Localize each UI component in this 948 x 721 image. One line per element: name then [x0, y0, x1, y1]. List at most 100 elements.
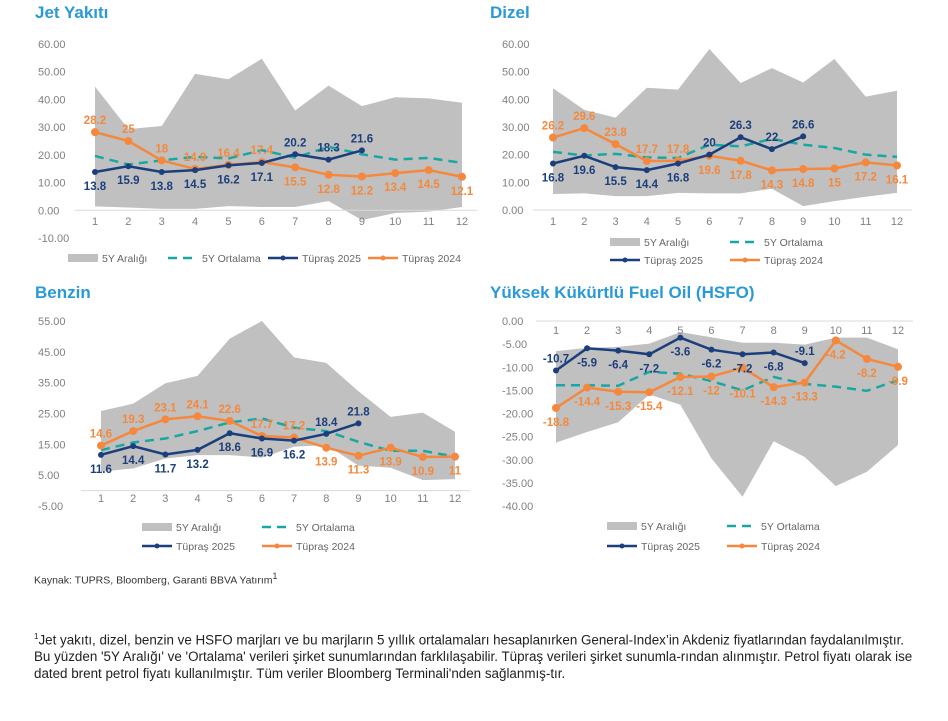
- c1-x-tick-label: 2: [581, 216, 587, 228]
- c1-series-0-point: [612, 164, 619, 171]
- c2-series-0-point: [98, 451, 104, 458]
- c3-x-tick-label: 7: [739, 325, 745, 337]
- c2-legend-range-swatch: [142, 523, 172, 531]
- c0-series-0-data-label: 13.8: [151, 181, 174, 193]
- c1-series-1-point: [736, 156, 745, 165]
- c3-series-0-point: [708, 346, 715, 353]
- c1-x-tick-label: 6: [706, 216, 712, 228]
- c2-y-tick-label: 45.00: [38, 347, 66, 359]
- c1-y-tick-label: 0.00: [502, 205, 523, 217]
- c2-series-1-point: [386, 443, 395, 452]
- c0-series-1-point: [291, 163, 300, 172]
- c3-y-tick-label: 0.00: [502, 316, 523, 328]
- c3-series-0-data-label: -9.1: [795, 346, 815, 358]
- c1-series-1-point: [830, 164, 839, 173]
- c2-series-1-point: [451, 452, 459, 461]
- c0-x-tick-label: 2: [125, 216, 131, 228]
- c1-series-0-point: [706, 151, 713, 158]
- c2-series-1-point: [322, 443, 331, 452]
- c0-series-0-point: [192, 167, 199, 174]
- c2-x-tick-label: 12: [449, 493, 461, 505]
- c3-x-tick-label: 9: [802, 325, 808, 337]
- c0-series-1-data-label: 12.1: [451, 186, 474, 198]
- c3-series-1-point: [862, 354, 871, 363]
- c2-x-tick-label: 9: [355, 493, 361, 505]
- c0-series-1-data-label: 28.2: [84, 115, 106, 127]
- c2-series-1-point: [193, 412, 202, 421]
- c3-y-tick-label: -40.00: [502, 501, 533, 513]
- c3-legend-average-label: 5Y Ortalama: [761, 521, 820, 533]
- c1-legend-s2025-marker: [622, 257, 628, 263]
- c1-series-1-data-label: 14.8: [792, 178, 815, 190]
- c3-y-tick-label: -25.00: [502, 432, 533, 444]
- c2-series-0-point: [258, 435, 265, 442]
- c2-legend-s2024-marker: [274, 543, 280, 549]
- c0-legend-range-swatch: [68, 254, 98, 262]
- c3-y-tick-label: -5.00: [502, 339, 527, 351]
- source-note: Kaynak: TUPRS, Bloomberg, Garanti BBVA Y…: [34, 571, 277, 587]
- c1-series-0-data-label: 16.8: [667, 173, 690, 185]
- c0-x-tick-label: 7: [292, 216, 298, 228]
- c0-series-1-point: [424, 166, 433, 175]
- c1-series-1-data-label: 17.8: [729, 170, 752, 182]
- c2-series-1-data-label: 10.9: [412, 466, 434, 478]
- c2-average-line: [100, 417, 456, 458]
- c2-legend-range-label: 5Y Aralığı: [176, 522, 221, 534]
- c3-legend-s2024-label: Tüpraş 2024: [761, 541, 820, 553]
- c2-series-1-point: [354, 451, 363, 460]
- c2-series-1-data-label: 24.1: [186, 399, 209, 411]
- c2-x-tick-label: 5: [227, 493, 233, 505]
- c2-series-0-data-label: 11.6: [90, 464, 112, 476]
- c2-x-tick-label: 1: [98, 493, 104, 505]
- c0-y-tick-label: 60.00: [38, 39, 66, 51]
- c2-series-1-point: [418, 452, 427, 461]
- c0-x-tick-label: 4: [192, 216, 198, 228]
- c1-series-0-point: [581, 152, 588, 159]
- c1-series-1-data-label: 17.8: [667, 144, 690, 156]
- c3-series-0-point: [770, 349, 777, 356]
- c1-series-0-data-label: 14.4: [636, 179, 659, 191]
- c2-series-0-data-label: 13.2: [186, 459, 208, 471]
- c1-series-1-data-label: 17.7: [636, 144, 658, 156]
- c1-y-tick-label: 50.00: [502, 67, 530, 79]
- c3-x-tick-label: 6: [708, 325, 714, 337]
- c1-series-0-point: [643, 167, 650, 174]
- c0-x-tick-label: 12: [456, 216, 468, 228]
- c0-series-0-point: [292, 151, 299, 158]
- chart-title-hsfo: Yüksek Kükürtlü Fuel Oil (HSFO): [490, 283, 755, 302]
- c0-y-tick-label: 40.00: [38, 94, 66, 106]
- c1-series-1-data-label: 15: [828, 178, 841, 190]
- c1-x-tick-label: 3: [612, 216, 618, 228]
- c3-legend-s2025-label: Tüpraş 2025: [641, 541, 700, 553]
- c1-x-tick-label: 12: [891, 216, 903, 228]
- c0-series-0-point: [125, 163, 132, 170]
- c1-legend-range-label: 5Y Aralığı: [644, 237, 689, 249]
- c1-x-tick-label: 8: [769, 216, 775, 228]
- c3-series-1-data-label: -14.3: [761, 396, 787, 408]
- c3-series-1-point: [614, 387, 623, 396]
- c0-series-1-data-label: 18: [155, 143, 168, 155]
- c2-range-area: [101, 321, 455, 481]
- c3-series-0-data-label: -7.2: [639, 363, 659, 375]
- c3-y-tick-label: -35.00: [502, 478, 533, 490]
- c3-y-tick-label: -30.00: [502, 455, 533, 467]
- c3-x-tick-label: 3: [615, 325, 621, 337]
- c3-series-1-data-label: -18.8: [543, 417, 570, 429]
- c0-x-tick-label: 3: [159, 216, 165, 228]
- c0-series-0-point: [358, 147, 365, 154]
- c2-x-tick-label: 11: [417, 493, 428, 505]
- c3-series-0-point: [615, 347, 622, 354]
- c3-series-0-data-label: -6.8: [764, 361, 784, 373]
- c3-legend-s2025-marker: [619, 543, 625, 549]
- c2-series-0-data-label: 18.4: [315, 417, 338, 429]
- c2-series-1-data-label: 19.3: [122, 414, 144, 426]
- chart-title-dizel: Dizel: [490, 3, 530, 22]
- c0-series-1-point: [391, 169, 400, 178]
- c1-range-area: [553, 48, 897, 207]
- c0-series-1-point: [357, 172, 366, 181]
- c1-legend-range-swatch: [610, 238, 640, 246]
- c0-series-0-data-label: 18.3: [317, 143, 339, 155]
- c2-legend-s2025-marker: [154, 543, 160, 549]
- c1-series-1-data-label: 14.3: [761, 179, 783, 191]
- c0-series-1-data-label: 25: [122, 124, 135, 136]
